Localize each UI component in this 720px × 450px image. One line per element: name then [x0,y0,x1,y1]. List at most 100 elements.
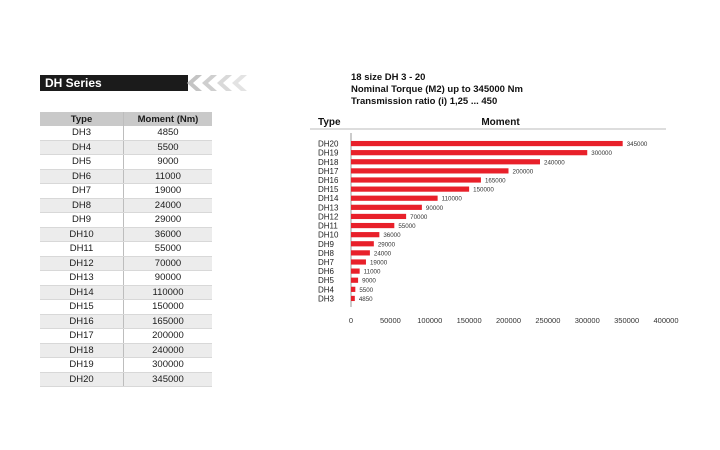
table-row: DH11 55000 [40,241,212,257]
table-row: DH14 110000 [40,285,212,300]
table-row: DH16 165000 [40,314,212,329]
bar [351,195,438,201]
x-tick-label: 300000 [575,316,600,325]
cell-moment: 5500 [123,140,212,155]
data-label: 36000 [383,232,401,239]
cell-moment: 240000 [123,343,212,358]
series-title: DH Series [40,75,188,91]
table-row: DH8 24000 [40,198,212,213]
table-row: DH18 240000 [40,343,212,358]
category-label: DH18 [318,158,339,167]
category-label: DH11 [318,222,338,231]
cell-moment: 24000 [123,198,212,213]
table-row: DH10 36000 [40,227,212,242]
cell-moment: 19000 [123,183,212,199]
cell-moment: 165000 [123,314,212,329]
bar [351,150,588,156]
data-label: 19000 [370,260,388,267]
data-label: 165000 [485,178,506,185]
cell-moment: 110000 [123,285,212,300]
data-label: 300000 [591,150,612,157]
category-label: DH19 [318,149,339,158]
data-label: 24000 [374,250,392,257]
series-info: 18 size DH 3 - 20 Nominal Torque (M2) up… [351,72,523,108]
column-header-type: Type [40,112,124,126]
x-tick-label: 250000 [535,316,560,325]
cell-moment: 150000 [123,299,212,315]
bar [351,259,366,265]
bar [351,232,380,238]
bar [351,204,422,210]
table-row: DH7 19000 [40,183,212,199]
info-torque: Nominal Torque (M2) up to 345000 Nm [351,84,523,95]
data-label: 4850 [359,296,373,303]
column-header-moment: Moment (Nm) [123,112,212,126]
bar [351,140,623,147]
cell-type: DH4 [40,140,124,155]
bar [351,241,374,247]
cell-type: DH8 [40,198,124,213]
data-label: 240000 [544,159,565,166]
bar [351,295,355,302]
cell-type: DH6 [40,169,124,184]
bar [351,277,359,283]
category-label: DH8 [318,249,335,258]
table-header-row: Type Moment (Nm) [40,112,212,126]
data-label: 55000 [398,223,416,230]
cell-type: DH12 [40,256,124,271]
cell-type: DH14 [40,285,124,300]
cell-type: DH5 [40,154,124,170]
x-tick-label: 200000 [496,316,521,325]
table-row: DH19 300000 [40,357,212,373]
bar [351,186,470,192]
data-label: 29000 [378,241,396,248]
cell-moment: 345000 [123,372,212,387]
data-label: 200000 [513,168,534,175]
data-label: 110000 [442,196,463,203]
data-label: 345000 [627,141,648,148]
category-label: DH12 [318,212,339,221]
cell-moment: 29000 [123,212,212,228]
cell-moment: 9000 [123,154,212,170]
cell-type: DH18 [40,343,124,358]
category-label: DH20 [318,140,339,149]
cell-moment: 11000 [123,169,212,184]
x-tick-label: 350000 [614,316,639,325]
cell-type: DH16 [40,314,124,329]
cell-type: DH3 [40,126,124,141]
x-tick-label: 50000 [380,316,401,325]
cell-moment: 300000 [123,357,212,373]
cell-moment: 90000 [123,270,212,286]
data-label: 9000 [362,278,376,285]
cell-type: DH10 [40,227,124,242]
x-tick-label: 100000 [417,316,442,325]
category-label: DH7 [318,258,335,267]
category-label: DH13 [318,203,339,212]
table-row: DH13 90000 [40,270,212,286]
table-row: DH3 4850 [40,126,212,141]
x-tick-label: 150000 [457,316,482,325]
category-label: DH10 [318,231,339,240]
category-label: DH17 [318,167,339,176]
bar [351,250,370,256]
category-label: DH16 [318,176,339,185]
moment-table: Type Moment (Nm) DH3 4850 DH4 5500 DH5 9000 DH… [40,112,212,387]
cell-moment: 55000 [123,241,212,257]
category-label: DH3 [318,294,335,303]
data-label: 70000 [410,214,428,221]
data-label: 90000 [426,205,444,212]
bar [351,159,540,165]
xlabel: Moment [481,117,520,128]
table-row: DH9 29000 [40,212,212,228]
category-label: DH14 [318,194,339,203]
cell-type: DH15 [40,299,124,315]
table-row: DH15 150000 [40,299,212,315]
table-row: DH5 9000 [40,154,212,170]
chevron-left-icon [187,75,247,91]
cell-type: DH13 [40,270,124,286]
category-label: DH6 [318,267,335,276]
x-tick-label: 0 [349,316,353,325]
category-label: DH4 [318,285,335,294]
ylabel: Type [318,117,341,128]
